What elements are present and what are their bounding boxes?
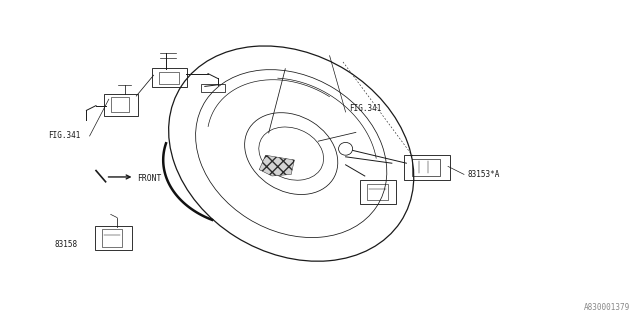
- Text: FRONT: FRONT: [138, 174, 162, 183]
- Text: FIG.341: FIG.341: [48, 132, 81, 140]
- Polygon shape: [259, 155, 294, 176]
- Text: A830001379: A830001379: [584, 303, 630, 312]
- Text: 83158: 83158: [54, 240, 77, 249]
- Text: 83153*A: 83153*A: [467, 170, 500, 179]
- Text: FIG.341: FIG.341: [349, 104, 381, 113]
